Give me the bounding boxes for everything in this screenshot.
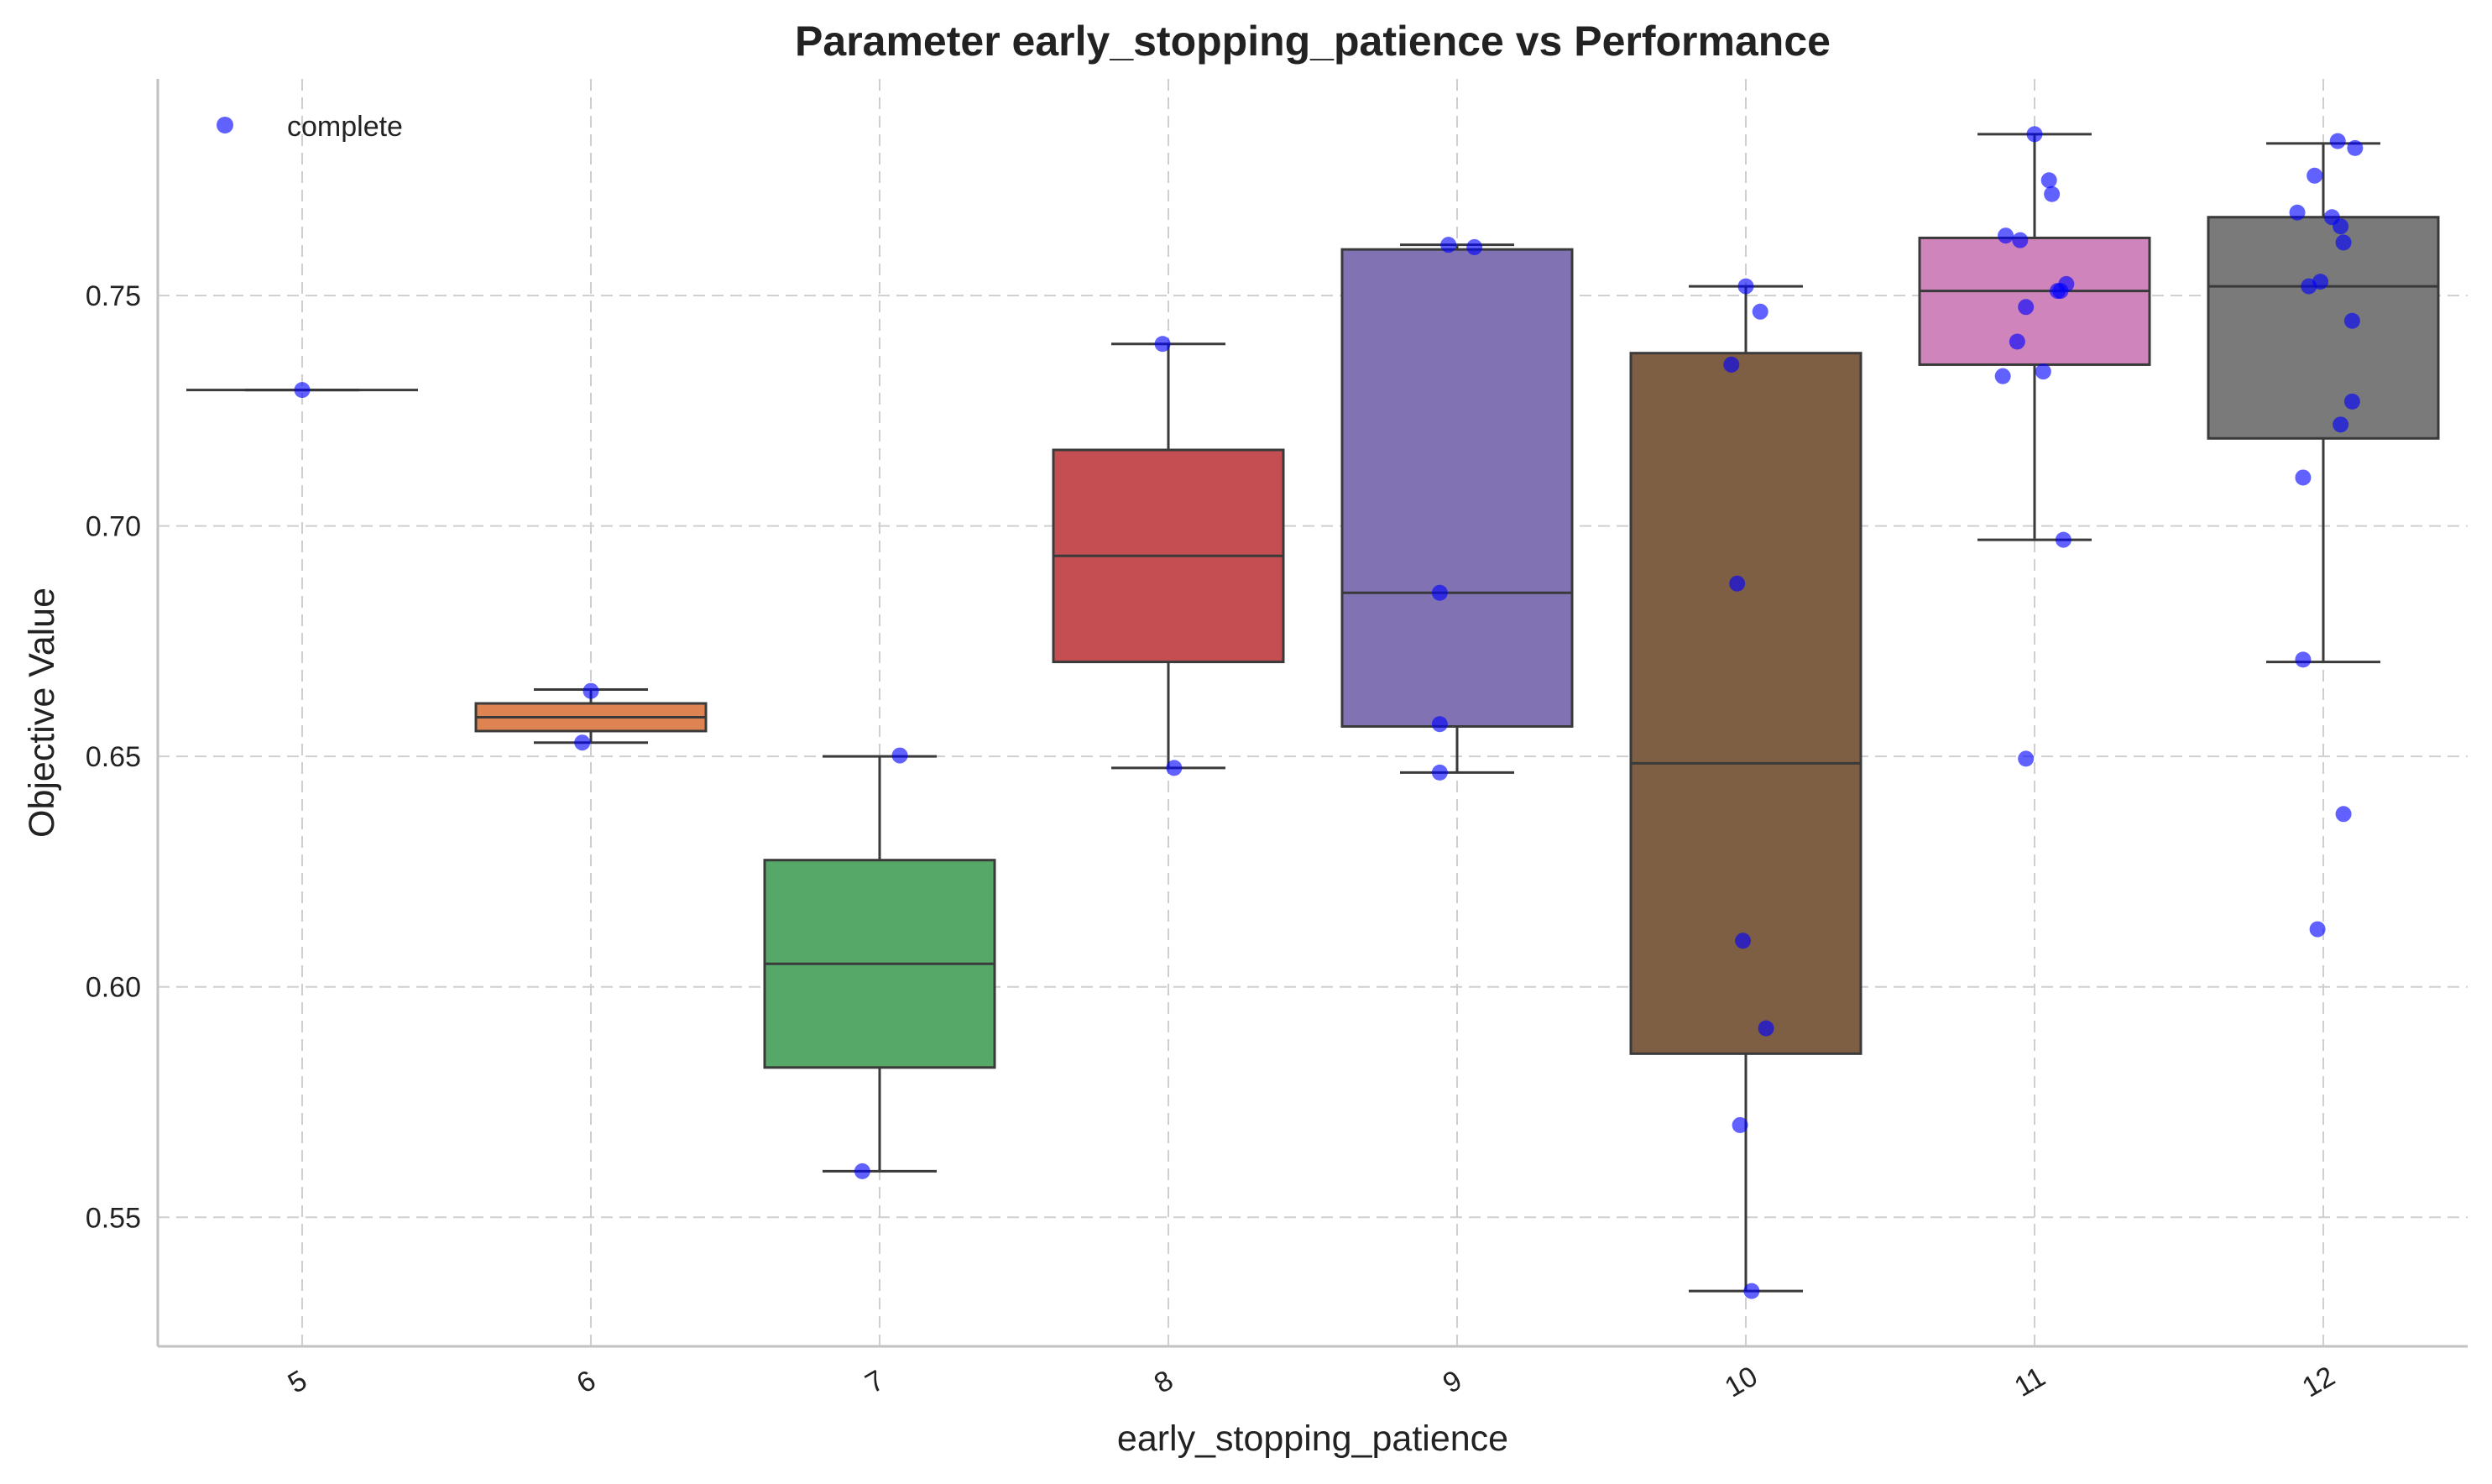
y-axis-label: Objective Value	[22, 588, 62, 838]
x-tick-label: 5	[283, 1364, 312, 1399]
data-point	[2343, 312, 2360, 329]
y-tick-label: 0.60	[86, 972, 141, 1004]
box-group	[763, 755, 996, 1173]
x-tick-label: 11	[2009, 1361, 2051, 1403]
data-point	[1737, 278, 1754, 295]
box-group	[474, 688, 708, 745]
data-point	[2312, 274, 2329, 290]
data-point	[1743, 1283, 1760, 1299]
data-point	[1998, 227, 2014, 244]
data-point	[1166, 760, 1183, 776]
x-tick-label: 10	[1720, 1361, 1763, 1404]
data-point	[2055, 531, 2071, 548]
x-tick-label: 8	[1149, 1364, 1178, 1399]
scatter-points-layer	[294, 126, 2364, 1299]
x-tick-label: 7	[860, 1364, 890, 1399]
data-point	[2329, 133, 2346, 149]
legend-label: complete	[287, 111, 403, 143]
data-point	[1735, 933, 1752, 949]
box-group	[1052, 342, 1285, 770]
data-point	[2335, 806, 2352, 823]
y-tick-label: 0.70	[86, 511, 141, 543]
box-plot-layer	[186, 133, 2440, 1293]
data-point	[1431, 764, 1448, 781]
data-point	[2289, 204, 2306, 221]
data-point	[1729, 575, 1746, 592]
data-point	[2343, 393, 2360, 410]
data-point	[1154, 336, 1171, 353]
data-point	[854, 1163, 870, 1179]
data-point	[2307, 167, 2323, 184]
data-point	[2009, 333, 2025, 350]
x-axis-label: early_stopping_patience	[1117, 1419, 1508, 1459]
x-tick-label: 9	[1438, 1364, 1467, 1399]
box-iqr	[1629, 352, 1862, 1055]
data-point	[2040, 172, 2057, 189]
data-point	[1732, 1116, 1748, 1133]
data-point	[574, 734, 591, 751]
data-point	[2295, 651, 2312, 668]
box-iqr	[2207, 216, 2440, 440]
data-point	[583, 682, 599, 699]
box-iqr	[1340, 248, 1574, 728]
data-point	[294, 382, 311, 399]
data-point	[2026, 126, 2043, 143]
data-point	[1723, 356, 1740, 373]
data-point	[891, 747, 908, 764]
box-group	[1629, 285, 1862, 1293]
y-tick-label: 0.75	[86, 280, 141, 312]
data-point	[2333, 218, 2349, 235]
chart-title: Parameter early_stopping_patience vs Per…	[795, 18, 1831, 65]
y-tick-label: 0.65	[86, 741, 141, 773]
data-point	[2309, 921, 2326, 938]
legend-marker	[217, 117, 233, 133]
data-point	[1431, 716, 1448, 733]
data-point	[1431, 584, 1448, 601]
data-point	[1758, 1020, 1774, 1037]
x-tick-label: 6	[572, 1364, 601, 1399]
data-point	[1994, 368, 2011, 384]
x-tick-label: 12	[2297, 1361, 2341, 1404]
box-group	[1918, 133, 2151, 541]
data-point	[1440, 237, 1457, 253]
box-group	[2207, 142, 2440, 664]
data-point	[2012, 232, 2029, 248]
data-point	[2044, 186, 2061, 202]
data-point	[2035, 363, 2051, 380]
y-tick-label: 0.55	[86, 1202, 141, 1234]
data-point	[2347, 139, 2364, 156]
data-point	[2018, 750, 2035, 767]
data-point	[1752, 303, 1768, 320]
data-point	[2295, 469, 2312, 486]
data-point	[2333, 416, 2349, 433]
data-point	[2018, 299, 2035, 316]
legend[interactable]: complete	[217, 111, 403, 143]
box-iqr	[1918, 236, 2151, 366]
box-group	[1340, 243, 1574, 774]
data-point	[2335, 234, 2352, 251]
axes	[156, 79, 2468, 1348]
data-point	[1466, 238, 1483, 255]
data-point	[2050, 283, 2066, 300]
